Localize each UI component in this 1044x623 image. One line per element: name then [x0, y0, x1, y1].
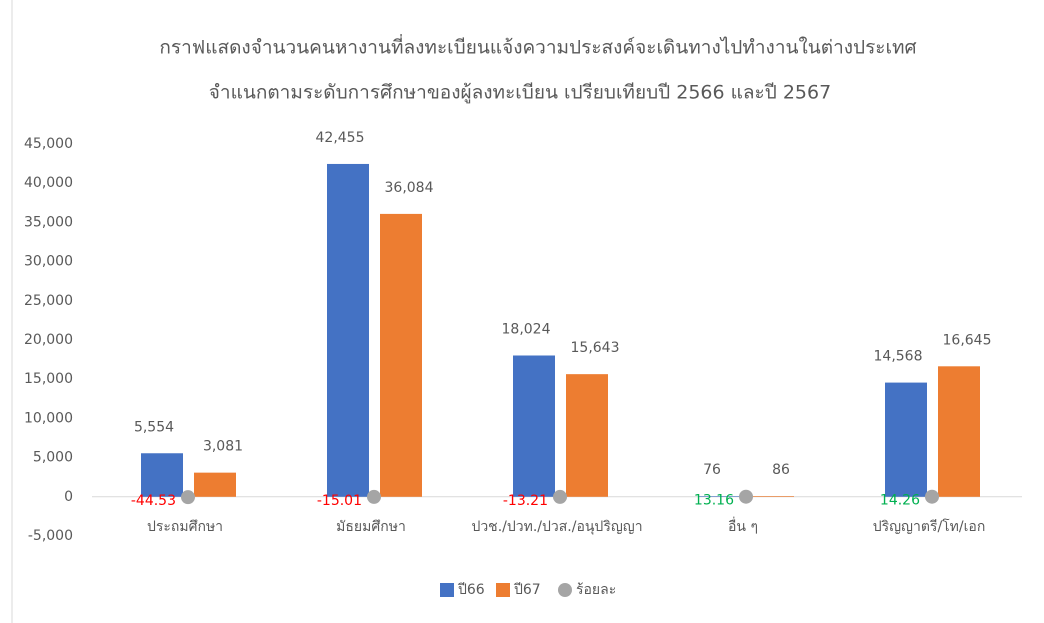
- bar: [566, 374, 608, 497]
- y-tick-label: 0: [64, 489, 73, 505]
- label-backdrop: [477, 515, 637, 541]
- bar: [752, 496, 794, 497]
- label-backdrop: [663, 515, 823, 541]
- label-backdrop: [105, 515, 265, 541]
- y-tick-label: 20,000: [24, 332, 73, 348]
- x-tick-label: ประถมศึกษา: [147, 519, 223, 535]
- y-tick-label: 35,000: [24, 214, 73, 230]
- x-tick-label: ปวช./ปวท./ปวส./อนุปริญญา: [471, 519, 642, 535]
- percent-label: -15.01: [317, 493, 362, 509]
- value-label: 42,455: [316, 130, 365, 146]
- bar: [327, 163, 369, 497]
- percent-marker: [925, 489, 939, 504]
- x-tick-label: อื่น ๆ: [728, 517, 758, 535]
- bar: [938, 366, 980, 497]
- y-tick-label: -5,000: [28, 528, 73, 544]
- percent-label: 14.26: [880, 493, 920, 509]
- percent-marker: [367, 489, 381, 504]
- x-tick-label: มัธยมศึกษา: [336, 519, 406, 535]
- value-label: 16,645: [943, 332, 992, 348]
- bar: [885, 382, 927, 497]
- y-tick-label: 45,000: [24, 136, 73, 152]
- y-tick-label: 5,000: [33, 450, 73, 466]
- chart-title: กราฟแสดงจำนวนคนหางานที่ลงทะเบียนแจ้งความ…: [159, 34, 916, 59]
- legend-swatch: [440, 583, 454, 597]
- y-tick-label: 40,000: [24, 175, 73, 191]
- chart-subtitle: จำแนกตามระดับการศึกษาของผู้ลงทะเบียน เปร…: [209, 82, 831, 104]
- bar: [194, 472, 236, 497]
- legend-label: ปี66: [458, 582, 485, 598]
- percent-label: -13.21: [503, 493, 548, 509]
- y-tick-label: 10,000: [24, 410, 73, 426]
- value-label: 3,081: [203, 439, 243, 455]
- percent-marker: [553, 489, 567, 504]
- bar: [141, 453, 183, 497]
- value-label: 15,643: [571, 340, 620, 356]
- percent-label: -44.53: [131, 493, 176, 509]
- x-tick-label: ปริญญาตรี/โท/เอก: [873, 518, 986, 535]
- y-tick-label: 30,000: [24, 254, 73, 270]
- percent-label: 13.16: [694, 493, 734, 509]
- value-label: 5,554: [134, 419, 174, 435]
- label-backdrop: [849, 515, 1009, 541]
- value-label: 18,024: [502, 321, 551, 337]
- percent-marker: [181, 490, 195, 505]
- legend-swatch: [496, 583, 510, 597]
- y-tick-label: 25,000: [24, 293, 73, 309]
- legend-label: ปี67: [514, 582, 541, 598]
- value-label: 86: [772, 462, 790, 478]
- bar: [699, 496, 741, 497]
- y-tick-label: 15,000: [24, 371, 73, 387]
- value-label: 76: [703, 462, 721, 478]
- value-label: 14,568: [874, 349, 923, 365]
- legend-label: ร้อยละ: [576, 582, 616, 598]
- bar: [380, 213, 422, 497]
- label-backdrop: [291, 515, 451, 541]
- bar: [513, 355, 555, 497]
- value-label: 36,084: [385, 180, 434, 196]
- percent-marker: [739, 489, 753, 504]
- legend-swatch: [558, 583, 572, 597]
